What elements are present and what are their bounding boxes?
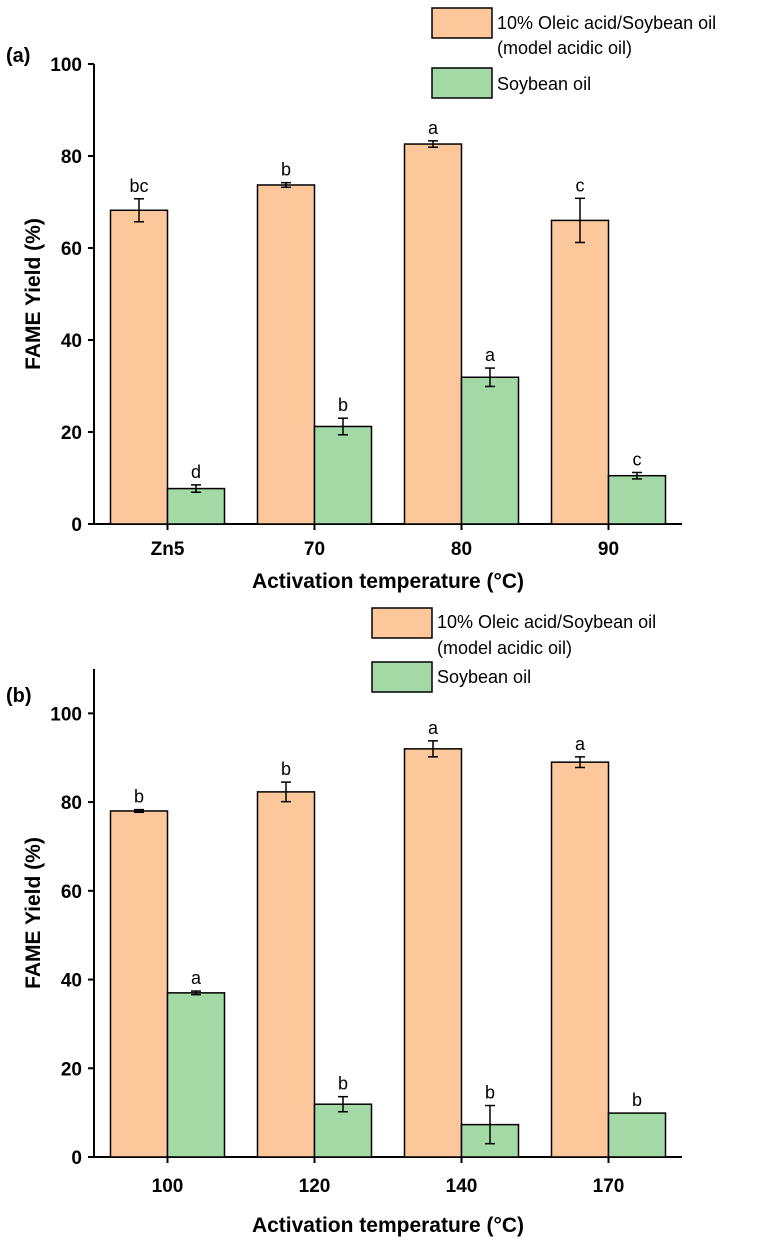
significance-label: b [134,787,144,807]
x-tick-label: 90 [598,539,619,560]
significance-label: c [576,175,585,195]
legend-swatch-soybean [371,661,433,693]
significance-label: a [428,118,439,138]
y-tick-label: 100 [50,55,82,76]
legend-swatch-soybean [431,67,493,99]
y-tick-label: 0 [71,1148,82,1169]
bar-soybean [166,487,226,525]
bar-oleic [109,810,169,1158]
y-tick-label: 40 [61,971,82,992]
legend-swatch-oleic [371,607,433,639]
significance-label: b [281,759,291,779]
significance-label: b [281,160,291,180]
x-tick-label: 80 [451,539,472,560]
bar-soybean [607,1112,667,1158]
bar-soybean [313,1103,373,1158]
panel-label: (b) [6,685,32,707]
x-axis-title: Activation temperature (°C) [252,1214,524,1237]
legend-label-soybean: Soybean oil [437,667,531,687]
significance-label: a [191,968,202,988]
significance-label: a [575,734,586,754]
significance-label: d [191,462,201,482]
bar-oleic [403,748,463,1158]
legend-label-soybean: Soybean oil [497,74,591,94]
panel-a: (a) 0 20 40 60 80 100 Zn5 bc d 70 b b 80 a a 90 c c FAME Yi… [6,7,716,593]
legend-label-oleic-line2: (model acidic oil) [497,38,632,58]
significance-label: b [338,1074,348,1094]
panel-b: (b) 0 20 40 60 80 100 100 b a 120 b b 140 a b 170 a b FAME … [6,607,682,1237]
bar-oleic [403,143,463,525]
bar-oleic [550,761,610,1158]
x-tick-label: Zn5 [151,539,185,560]
y-axis-title: FAME Yield (%) [22,218,45,370]
significance-label: a [428,718,439,738]
bar-soybean [460,376,520,525]
x-tick-label: 140 [446,1176,478,1197]
bar-oleic [550,219,610,525]
bar-soybean [313,425,373,525]
significance-label: b [632,1090,642,1110]
y-tick-label: 60 [61,882,82,903]
y-axis-title: FAME Yield (%) [22,837,45,989]
bar-soybean [607,474,667,525]
x-tick-label: 170 [593,1176,625,1197]
y-tick-label: 80 [61,147,82,168]
y-tick-label: 80 [61,793,82,814]
bar-soybean [166,992,226,1158]
y-tick-label: 0 [71,515,82,536]
y-tick-label: 20 [61,423,82,444]
significance-label: b [338,395,348,415]
bar-oleic [109,209,169,525]
y-tick-label: 60 [61,239,82,260]
bar-oleic [256,791,316,1158]
legend-label-oleic-line2: (model acidic oil) [437,638,572,658]
significance-label: a [485,345,496,365]
legend-label-oleic: 10% Oleic acid/Soybean oil [437,612,656,632]
x-tick-label: 100 [152,1176,184,1197]
bar-oleic [256,184,316,525]
x-tick-label: 70 [304,539,325,560]
significance-label: c [633,449,642,469]
significance-label: bc [129,176,148,196]
significance-label: b [485,1083,495,1103]
legend-label-oleic: 10% Oleic acid/Soybean oil [497,13,716,33]
y-tick-label: 100 [50,704,82,725]
y-tick-label: 40 [61,331,82,352]
y-tick-label: 20 [61,1059,82,1080]
panel-label: (a) [6,45,30,67]
x-axis-title: Activation temperature (°C) [252,570,524,593]
legend-swatch-oleic [431,7,493,39]
x-tick-label: 120 [299,1176,331,1197]
